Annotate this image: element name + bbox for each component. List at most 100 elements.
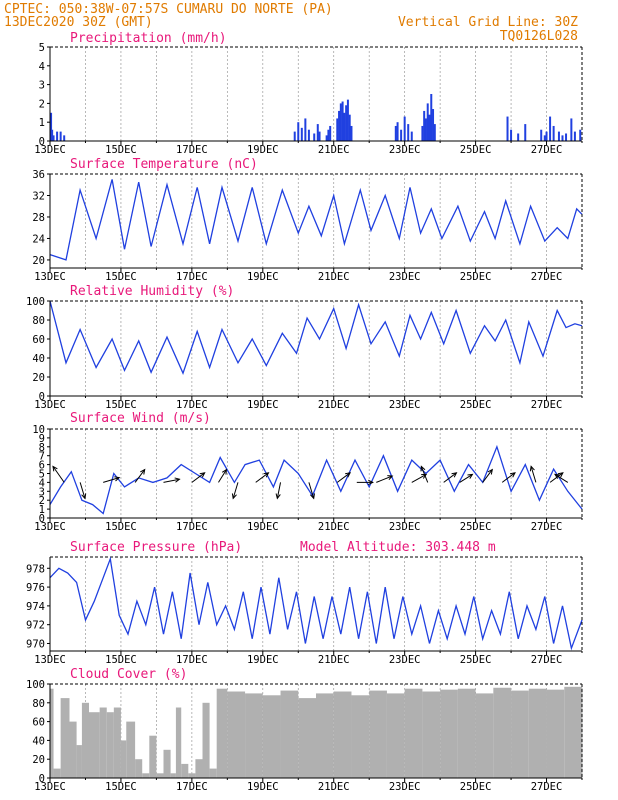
series-line	[49, 300, 583, 375]
precip-bar	[59, 131, 62, 141]
precip-bar	[579, 129, 582, 141]
precip-bar	[50, 112, 53, 141]
precip-bar	[316, 124, 319, 141]
wind-arrow-head	[487, 468, 493, 475]
series-line	[49, 556, 583, 651]
y-tick-label: 28	[32, 212, 45, 224]
cloud-bar	[50, 688, 54, 778]
precip-bar	[338, 110, 341, 141]
wind-arrow-head	[231, 493, 237, 500]
y-tick-label: 36	[32, 169, 45, 181]
x-tick-label: 21DEC	[318, 781, 350, 793]
x-tick-label: 15DEC	[105, 654, 137, 666]
precip-bar	[403, 116, 406, 141]
panel-title-temperature: Surface Temperature (nC)	[70, 157, 258, 172]
panel-precipitation: Precipitation (mm/h)	[70, 31, 227, 46]
cloud-bar	[209, 768, 217, 778]
x-tick-label: 13DEC	[34, 781, 66, 793]
precip-bar	[56, 131, 59, 141]
cloud-bar	[175, 707, 182, 778]
precip-bar	[540, 129, 543, 141]
x-tick-label: 19DEC	[247, 144, 279, 156]
precip-bar	[51, 129, 54, 141]
wind-arrow-head	[199, 472, 206, 478]
cloud-bar	[245, 693, 263, 778]
y-tick-label: 1	[39, 117, 45, 129]
x-tick-label: 27DEC	[531, 521, 563, 533]
panel-title-humidity: Relative Humidity (%)	[70, 284, 234, 299]
cloud-bar	[582, 687, 583, 778]
precip-bar	[341, 101, 344, 141]
y-tick-label: 24	[32, 233, 45, 245]
precip-bar	[394, 125, 397, 141]
x-tick-label: 17DEC	[176, 271, 208, 283]
precip-bar	[549, 116, 552, 141]
wind-arrow-head	[81, 493, 87, 500]
precip-bar	[346, 99, 349, 141]
panel-pressure: Surface Pressure (hPa) Model Altitude: 3…	[70, 540, 496, 555]
precip-bar	[510, 129, 513, 141]
x-tick-label: 19DEC	[247, 399, 279, 411]
precip-bar	[339, 103, 342, 141]
x-tick-label: 17DEC	[176, 521, 208, 533]
precip-bar	[524, 124, 527, 141]
header-date: 13DEC2020 30Z (GMT)	[4, 15, 153, 30]
cloud-bar	[369, 690, 387, 778]
wind-arrow-head	[529, 465, 535, 472]
cloud-bar	[511, 690, 529, 778]
cloud-bar	[142, 773, 150, 778]
precip-bar	[345, 105, 348, 141]
plot-4: 970 972 974 976 978 13DEC 15DEC 17DEC 19DEC 21DEC…	[26, 556, 583, 666]
wind-arrow-head	[557, 472, 564, 478]
precip-bar	[407, 124, 410, 141]
x-tick-label: 23DEC	[389, 781, 421, 793]
precip-bar	[52, 135, 55, 141]
precip-bar	[432, 109, 435, 141]
x-tick-label: 21DEC	[318, 144, 350, 156]
precip-bar	[343, 112, 346, 141]
panel-title-wind: Surface Wind (m/s)	[70, 411, 211, 426]
x-tick-label: 15DEC	[105, 271, 137, 283]
y-tick-label: 6	[39, 460, 45, 472]
x-tick-label: 19DEC	[247, 781, 279, 793]
cloud-bar	[106, 712, 114, 778]
x-tick-label: 19DEC	[247, 521, 279, 533]
cloud-bar	[386, 693, 405, 778]
y-tick-label: 970	[26, 638, 45, 650]
y-tick-label: 974	[26, 601, 45, 613]
cloud-bar	[546, 689, 565, 778]
x-tick-label: 21DEC	[318, 399, 350, 411]
y-tick-label: 10	[32, 424, 45, 436]
panel-temperature: Surface Temperature (nC)	[70, 157, 258, 172]
wind-arrow	[79, 482, 86, 499]
precip-bar	[424, 118, 427, 141]
wind-arrow	[411, 473, 427, 483]
precip-bar	[329, 125, 332, 141]
header: CPTEC: 050:38W-07:57S CUMARU DO NORTE (P…	[4, 2, 578, 44]
x-tick-label: 23DEC	[389, 144, 421, 156]
y-tick-label: 978	[26, 563, 45, 575]
cloud-bar	[227, 691, 246, 778]
wind-arrow	[459, 473, 473, 483]
cloud-bar	[195, 759, 203, 778]
cloud-bar	[149, 735, 157, 778]
wind-arrow-head	[509, 472, 516, 478]
x-tick-label: 21DEC	[318, 521, 350, 533]
y-tick-label: 20	[32, 372, 45, 384]
precip-bar	[348, 114, 351, 141]
y-tick-label: 7	[39, 451, 45, 463]
wind-arrow-head	[467, 473, 474, 479]
precip-bar	[318, 131, 321, 141]
cloud-bar	[316, 693, 334, 778]
wind-arrow-head	[345, 472, 351, 478]
wind-arrow	[376, 475, 393, 483]
cloud-bar	[202, 702, 210, 778]
y-tick-label: 20	[32, 754, 45, 766]
wind-arrow	[554, 473, 569, 483]
cloud-bar	[135, 759, 143, 778]
precip-bar	[428, 114, 431, 141]
precip-bar	[543, 135, 546, 141]
wind-arrow	[191, 472, 205, 483]
precip-bar	[421, 125, 424, 141]
